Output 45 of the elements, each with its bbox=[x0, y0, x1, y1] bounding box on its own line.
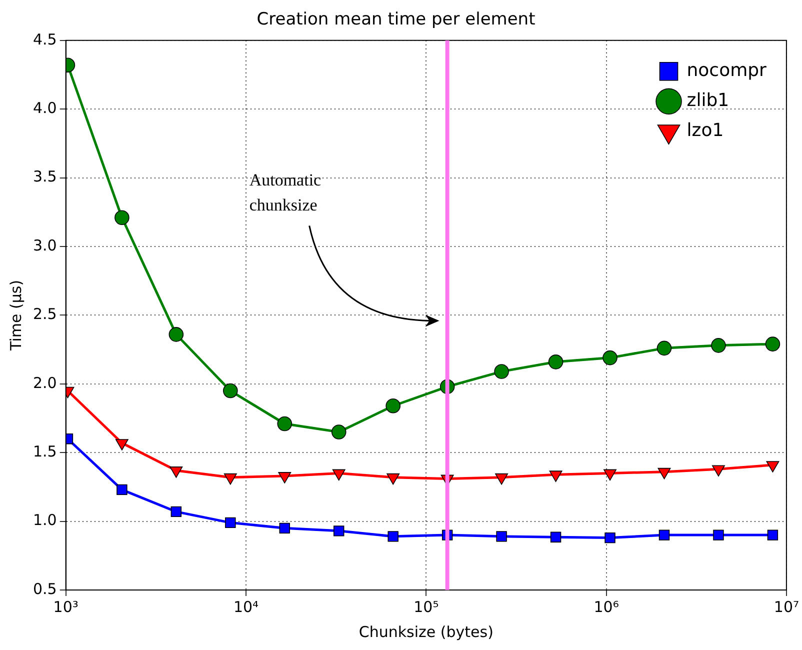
annotation: Automatic chunksize bbox=[249, 170, 322, 215]
point bbox=[548, 354, 564, 370]
y-tick-label: 3.5 bbox=[32, 168, 57, 186]
point bbox=[170, 506, 182, 518]
point bbox=[711, 338, 726, 353]
point bbox=[388, 531, 398, 542]
point bbox=[116, 484, 128, 496]
y-tick-label: 1.5 bbox=[32, 442, 57, 460]
y-tick-label: 2.0 bbox=[32, 374, 57, 392]
legend-label: lzo1 bbox=[686, 120, 724, 142]
point bbox=[550, 532, 562, 542]
y-tick-label: 1.0 bbox=[32, 511, 57, 530]
point bbox=[114, 210, 130, 226]
point bbox=[602, 350, 618, 366]
point bbox=[168, 327, 184, 342]
y-tick-label: 4.5 bbox=[32, 30, 57, 48]
point bbox=[765, 336, 780, 352]
point bbox=[713, 530, 724, 540]
x-tick-label: 10³ bbox=[53, 598, 78, 616]
x-tick-label: 10⁶ bbox=[594, 598, 619, 616]
y-tick-label: 2.5 bbox=[32, 305, 57, 324]
legend-label: nocompr bbox=[686, 60, 768, 82]
point bbox=[604, 532, 616, 544]
point bbox=[223, 383, 238, 398]
x-tick-label: 10⁵ bbox=[414, 598, 439, 616]
point bbox=[494, 364, 509, 379]
point bbox=[496, 531, 507, 542]
point bbox=[767, 530, 778, 540]
legend-label: zlib1 bbox=[686, 90, 730, 112]
point bbox=[658, 530, 670, 540]
point bbox=[331, 424, 346, 440]
x-axis-title: Chunksize (bytes) bbox=[358, 622, 494, 641]
x-tick-label: 10⁴ bbox=[233, 598, 259, 616]
y-tick-label: 4.0 bbox=[32, 98, 57, 117]
point bbox=[386, 398, 400, 414]
chart-title: Creation mean time per element bbox=[256, 10, 536, 30]
y-tick-label: 3.0 bbox=[32, 236, 57, 254]
y-axis-title: Time (µs) bbox=[6, 280, 25, 352]
y-tick-label: 0.5 bbox=[32, 580, 57, 598]
point bbox=[334, 526, 344, 536]
point bbox=[277, 416, 292, 432]
point bbox=[279, 522, 290, 534]
x-tick-label: 10⁷ bbox=[774, 598, 800, 616]
point bbox=[225, 517, 236, 528]
point bbox=[656, 340, 672, 356]
